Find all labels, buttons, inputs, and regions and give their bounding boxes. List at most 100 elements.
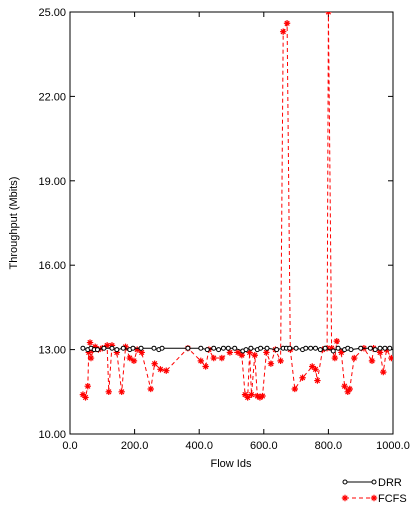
data-point-fcfs (267, 360, 275, 367)
data-point-fcfs (84, 382, 91, 390)
data-point-fcfs (82, 394, 89, 401)
data-point-fcfs (331, 354, 339, 362)
data-point-fcfs (85, 349, 92, 356)
data-point-fcfs (105, 388, 112, 395)
data-point-fcfs (86, 339, 94, 346)
data-point-drr (216, 347, 222, 353)
data-point-drr (348, 347, 354, 353)
data-point-fcfs (341, 382, 348, 390)
data-point-drr (287, 345, 293, 351)
legend-entry-drr: DRR (342, 477, 402, 489)
data-point-drr (80, 345, 86, 351)
legend-marker-drr (371, 479, 377, 485)
legend-label-drr: DRR (378, 477, 402, 489)
legend-label-fcfs: FCFS (378, 493, 407, 505)
data-point-fcfs (248, 391, 255, 398)
data-point-fcfs (138, 349, 145, 356)
legend-marker-drr (342, 479, 348, 485)
data-point-drr (101, 345, 107, 351)
data-point-drr (114, 347, 120, 353)
x-tick-label: 600.0 (250, 440, 278, 452)
data-point-drr (151, 345, 157, 351)
data-point-drr (312, 345, 318, 351)
data-point-drr (248, 345, 254, 351)
data-point-fcfs (218, 354, 226, 362)
data-point-drr (322, 345, 328, 351)
data-point-drr (372, 347, 378, 353)
data-point-drr (109, 345, 115, 351)
data-point-drr (185, 345, 191, 351)
data-point-fcfs (163, 367, 170, 374)
data-point-drr (243, 347, 249, 353)
legend-marker-fcfs (370, 494, 378, 502)
data-point-drr (232, 345, 238, 351)
data-point-drr (130, 345, 136, 351)
data-point-drr (138, 345, 144, 351)
data-point-fcfs (151, 360, 158, 367)
data-point-fcfs (126, 354, 133, 362)
data-point-fcfs (130, 357, 138, 365)
data-point-drr (120, 345, 126, 351)
data-point-fcfs (299, 374, 306, 381)
data-point-fcfs (246, 349, 253, 356)
data-point-drr (211, 345, 217, 351)
plot-frame (69, 11, 394, 435)
data-point-fcfs (368, 357, 376, 365)
y-tick-label: 22.00 (38, 91, 66, 103)
x-tick-label: 400.0 (185, 440, 213, 452)
data-point-fcfs (197, 357, 205, 365)
data-point-drr (330, 348, 336, 354)
data-point-drr (367, 345, 373, 351)
data-point-drr (358, 345, 364, 351)
data-point-fcfs (118, 388, 125, 395)
data-point-fcfs (376, 349, 384, 356)
data-point-fcfs (238, 352, 246, 359)
data-point-fcfs (325, 12, 332, 16)
data-point-fcfs (108, 342, 116, 349)
data-point-fcfs (91, 343, 99, 350)
data-point-fcfs (333, 337, 340, 345)
data-point-drr (220, 345, 226, 351)
data-point-drr (308, 345, 314, 351)
data-point-fcfs (291, 385, 299, 393)
data-point-fcfs (87, 354, 95, 362)
data-point-fcfs (380, 368, 387, 376)
legend-entry-fcfs: FCFS (341, 493, 407, 505)
data-point-fcfs (122, 343, 129, 350)
data-point-drr (264, 345, 270, 351)
data-point-drr (94, 347, 100, 353)
data-point-fcfs (254, 392, 261, 400)
data-point-drr (293, 345, 299, 351)
data-point-fcfs (210, 354, 217, 362)
data-point-fcfs (346, 385, 353, 393)
data-point-drr (258, 345, 264, 351)
x-tick-label: 0.0 (62, 440, 77, 452)
data-point-drr (387, 345, 393, 351)
data-point-fcfs (157, 366, 164, 373)
data-point-drr (225, 345, 231, 351)
x-tick-label: 800.0 (315, 440, 343, 452)
data-point-fcfs (259, 392, 266, 400)
data-point-drr (274, 347, 280, 353)
data-point-drr (377, 345, 383, 351)
series-line-fcfs (82, 12, 392, 399)
y-tick-label: 10.00 (38, 429, 66, 441)
data-point-fcfs (256, 394, 264, 401)
data-point-drr (204, 347, 210, 353)
data-point-fcfs (277, 357, 284, 365)
data-point-fcfs (344, 388, 351, 395)
data-point-fcfs (251, 352, 258, 359)
data-point-fcfs (202, 363, 209, 370)
axis-ticks (69, 11, 394, 435)
x-axis-title: Flow Ids (211, 458, 252, 470)
y-tick-label: 25.00 (38, 7, 66, 19)
series-fcfs (79, 12, 393, 401)
data-point-drr (303, 345, 309, 351)
x-tick-label: 200.0 (121, 440, 149, 452)
data-point-drr (317, 347, 323, 353)
legend-marker-fcfs (341, 494, 349, 502)
data-point-fcfs (309, 363, 316, 370)
data-point-drr (382, 345, 388, 351)
data-point-fcfs (133, 346, 141, 353)
